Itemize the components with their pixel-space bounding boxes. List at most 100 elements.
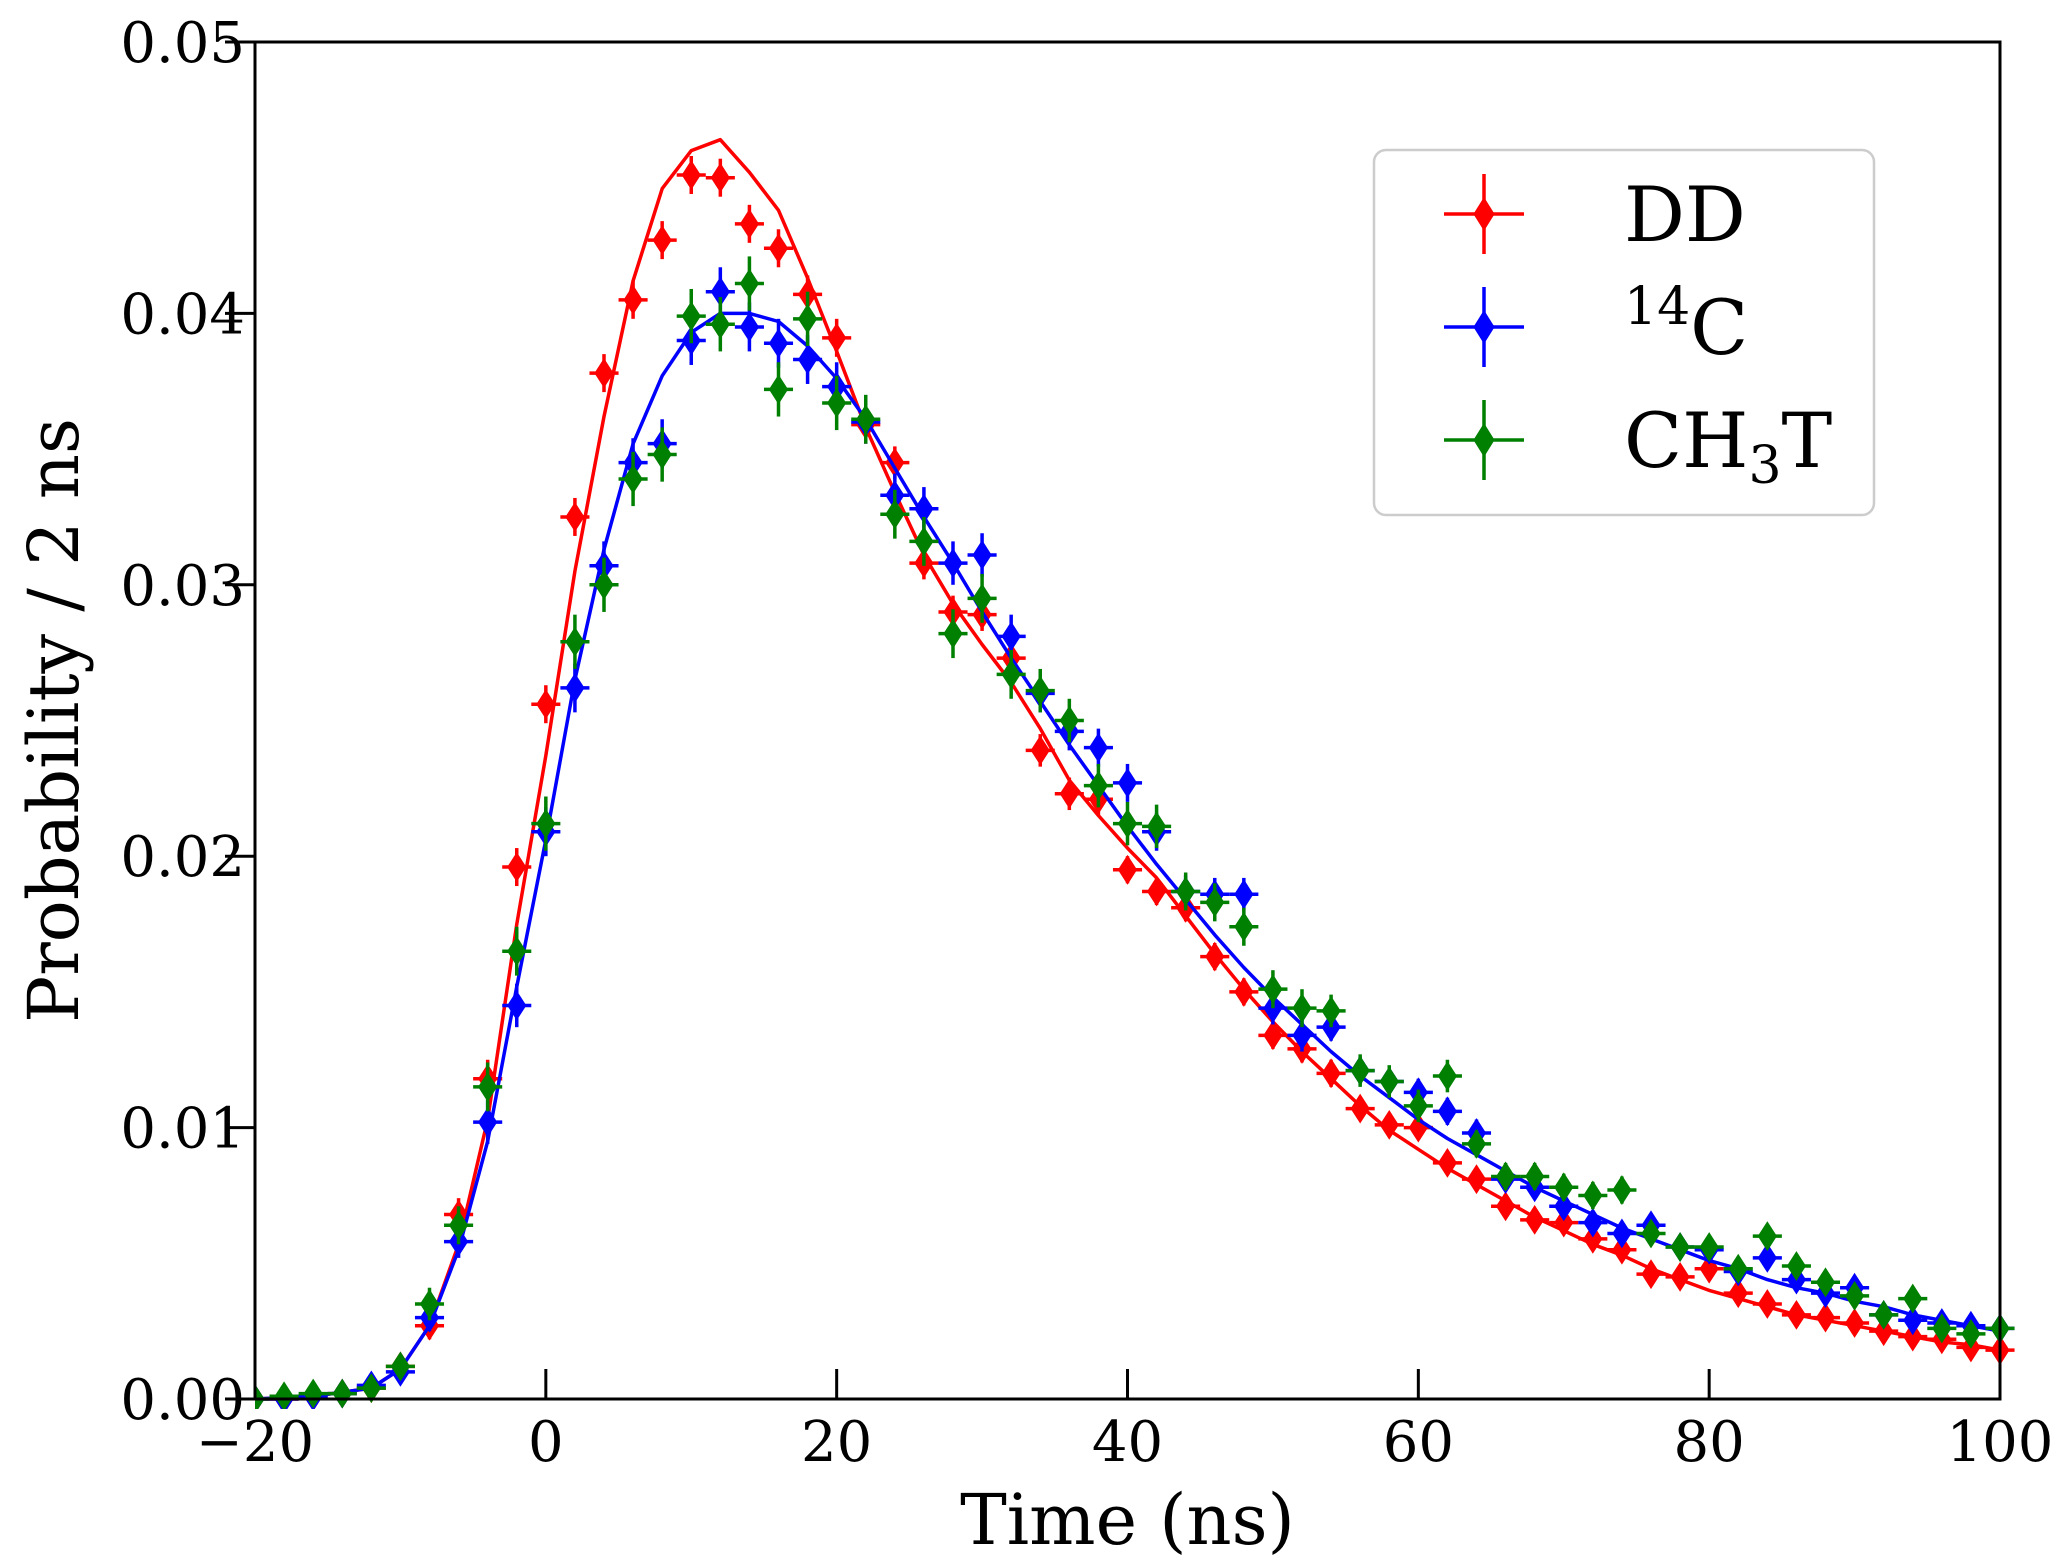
x-tick-label: 40 (1092, 1410, 1163, 1475)
y-tick-label: 0.01 (120, 1097, 245, 1162)
data-point (1030, 675, 1050, 706)
legend-box (1372, 148, 1876, 517)
data-point (1757, 1289, 1777, 1319)
data-point (1263, 1020, 1283, 1051)
data-point (1612, 1234, 1632, 1265)
data-point (1176, 876, 1196, 907)
data-point (1088, 770, 1109, 801)
data-point (710, 309, 730, 340)
data-point (1088, 732, 1109, 763)
data-point (1525, 1161, 1545, 1192)
data-point (652, 225, 672, 256)
y-tick-label: 0.03 (120, 554, 245, 619)
data-point (390, 1351, 411, 1382)
data-point (681, 301, 701, 332)
data-point (681, 160, 701, 190)
x-tick-label: 0 (528, 1410, 564, 1475)
axis-ticks: −20 0 20 40 60 80 100 0.00 0.01 0.02 0.03 0.04 0.05 (120, 11, 2053, 1475)
data-point (797, 303, 818, 334)
data-point (536, 808, 556, 839)
data-point (885, 447, 905, 478)
data-point (1408, 1090, 1428, 1121)
data-point (1903, 1283, 1923, 1314)
data-point (1961, 1318, 1981, 1349)
data-point (739, 208, 760, 239)
data-point (1815, 1302, 1836, 1333)
data-point (255, 1384, 265, 1409)
data-point (1932, 1313, 1952, 1344)
data-point (943, 618, 963, 649)
data-point (419, 1289, 440, 1319)
data-point (1146, 876, 1167, 907)
legend-item-dd: DD (1444, 170, 1746, 259)
data-point (507, 936, 527, 967)
fit-curve (255, 137, 2001, 1401)
legend-label-sub: 3 (1748, 436, 1781, 496)
legend-label-post: T (1782, 396, 1833, 485)
data-point (885, 499, 905, 530)
data-point (361, 1373, 381, 1404)
data-point (1437, 1096, 1458, 1127)
data-point (1874, 1299, 1894, 1330)
legend-marker (1473, 310, 1495, 344)
x-axis-title: Time (ns) (960, 1479, 1295, 1560)
x-tick-label: 100 (1947, 1410, 2054, 1475)
data-point (1757, 1221, 1777, 1252)
y-tick-label: 0.00 (120, 1368, 245, 1433)
data-point (1554, 1172, 1574, 1203)
data-point (710, 162, 730, 193)
data-point (1699, 1232, 1719, 1262)
data-point (1117, 767, 1138, 798)
data-point (1030, 735, 1050, 766)
data-point (594, 358, 614, 389)
data-point (1117, 808, 1138, 839)
data-point (1495, 1161, 1516, 1192)
data-point (1757, 1242, 1777, 1273)
data-point (303, 1378, 323, 1409)
legend-label-base: DD (1624, 170, 1746, 259)
data-point (1205, 887, 1225, 918)
data-point (856, 404, 876, 435)
data-point (1001, 659, 1021, 690)
data-point (1350, 1055, 1370, 1086)
legend-label: CH3T (1624, 396, 1832, 496)
legend-label: DD (1624, 170, 1746, 259)
data-point (1234, 879, 1254, 910)
data-point (914, 526, 934, 557)
data-point (448, 1210, 469, 1241)
data-point (797, 344, 818, 375)
data-point (594, 569, 614, 600)
data-point (536, 689, 556, 720)
data-point (1728, 1253, 1748, 1284)
plot-area (255, 137, 2015, 1409)
data-point (1844, 1308, 1865, 1338)
data-point (1117, 854, 1138, 885)
data-point (507, 852, 527, 882)
legend-item-14c: 14C (1444, 277, 1748, 372)
legend-label-post: C (1690, 283, 1748, 372)
data-point (972, 540, 992, 570)
data-point (739, 268, 760, 299)
data-point (1844, 1280, 1865, 1311)
data-point (768, 233, 789, 264)
data-point (1263, 974, 1283, 1005)
data-point (1815, 1267, 1836, 1298)
data-point (1466, 1128, 1487, 1159)
data-point (1670, 1261, 1690, 1292)
data-point (1786, 1251, 1807, 1281)
data-point (768, 328, 789, 359)
series-ch3t (255, 256, 2015, 1409)
x-tick-label: 20 (801, 1410, 872, 1475)
legend: DD 14C CH3T (1372, 148, 1876, 517)
legend-label: 14C (1624, 277, 1748, 372)
legend-label-sup: 14 (1624, 277, 1690, 337)
legend-item-ch3t: CH3T (1444, 396, 1832, 496)
legend-marker (1473, 197, 1495, 231)
data-point (274, 1381, 294, 1409)
fit-curve (255, 311, 2001, 1401)
data-point (652, 439, 672, 470)
data-point (565, 502, 585, 532)
data-point (623, 464, 643, 494)
data-point (1379, 1066, 1399, 1097)
